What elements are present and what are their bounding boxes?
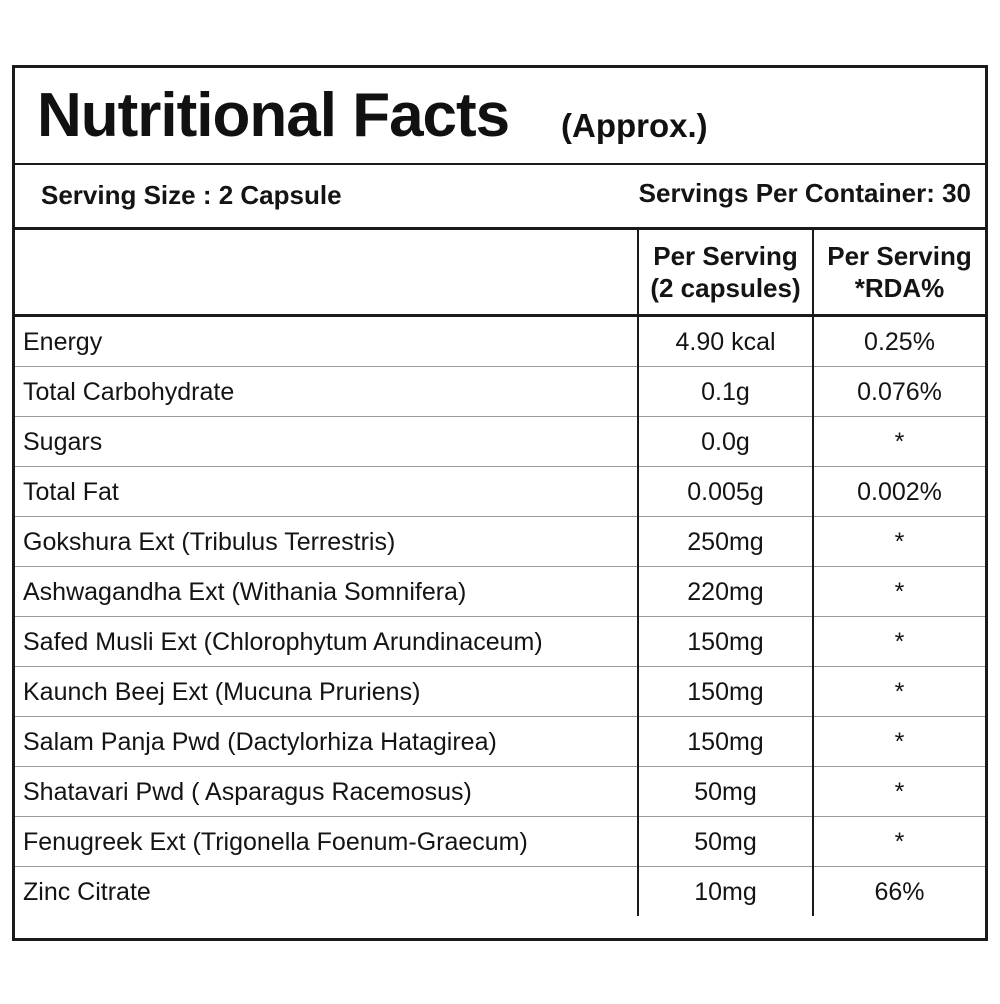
nutrient-name: Zinc Citrate bbox=[15, 866, 638, 916]
table-row: Safed Musli Ext (Chlorophytum Arundinace… bbox=[15, 616, 985, 667]
servings-per-container: Servings Per Container: 30 bbox=[638, 178, 971, 208]
nutrient-amount: 0.0g bbox=[637, 416, 813, 467]
header-amount-line2: (2 capsules) bbox=[650, 273, 801, 303]
nutrition-facts-panel: Nutritional Facts (Approx.) Serving Size… bbox=[12, 65, 988, 941]
nutrient-amount: 220mg bbox=[637, 566, 813, 617]
table-row: Kaunch Beej Ext (Mucuna Pruriens) 150mg … bbox=[15, 666, 985, 717]
nutrient-rda: 0.076% bbox=[812, 366, 985, 417]
nutrient-name: Energy bbox=[23, 327, 103, 356]
serving-info-row: Serving Size : 2 Capsule Servings Per Co… bbox=[15, 165, 985, 230]
table-row: Zinc Citrate 10mg 66% bbox=[15, 866, 985, 916]
nutrient-amount: 150mg bbox=[637, 666, 813, 717]
header-per-serving-amount: Per Serving (2 capsules) bbox=[637, 230, 813, 317]
table-row: Gokshura Ext (Tribulus Terrestris) 250mg… bbox=[15, 516, 985, 567]
nutrient-amount: 150mg bbox=[637, 616, 813, 667]
nutrient-rda: 0.002% bbox=[812, 466, 985, 517]
nutrient-amount: 50mg bbox=[637, 766, 813, 817]
table-row: Sugars 0.0g * bbox=[15, 416, 985, 467]
serving-size: Serving Size : 2 Capsule bbox=[41, 180, 342, 210]
nutrient-name: Fenugreek Ext (Trigonella Foenum-Graecum… bbox=[15, 816, 638, 867]
nutrient-name: Kaunch Beej Ext (Mucuna Pruriens) bbox=[15, 666, 638, 717]
table-row: Shatavari Pwd ( Asparagus Racemosus) 50m… bbox=[15, 766, 985, 817]
nutrient-rda: * bbox=[812, 716, 985, 767]
nutrient-name: Salam Panja Pwd (Dactylorhiza Hatagirea) bbox=[15, 716, 638, 767]
nutrient-name: Total Fat bbox=[15, 466, 638, 517]
nutrient-name: Total Carbohydrate bbox=[15, 366, 638, 417]
nutrient-name: Gokshura Ext (Tribulus Terrestris) bbox=[15, 516, 638, 567]
header-amount-line1: Per Serving bbox=[653, 241, 798, 271]
nutrient-name: Ashwagandha Ext (Withania Somnifera) bbox=[15, 566, 638, 617]
table-row: Salam Panja Pwd (Dactylorhiza Hatagirea)… bbox=[15, 716, 985, 767]
nutrient-amount: 50mg bbox=[637, 816, 813, 867]
nutrient-amount: 0.005g bbox=[637, 466, 813, 517]
nutrient-rda: * bbox=[812, 566, 985, 617]
nutrition-table: Per Serving (2 capsules) Per Serving *RD… bbox=[15, 230, 985, 916]
nutrient-rda: * bbox=[812, 616, 985, 667]
header-nutrient bbox=[15, 230, 638, 317]
nutrient-name: Shatavari Pwd ( Asparagus Racemosus) bbox=[15, 766, 638, 817]
nutrient-amount: 150mg bbox=[637, 716, 813, 767]
nutrient-rda: * bbox=[812, 816, 985, 867]
page-title: Nutritional Facts bbox=[37, 81, 510, 150]
table-row: Total Fat 0.005g 0.002% bbox=[15, 466, 985, 517]
nutrient-name: Safed Musli Ext (Chlorophytum Arundinace… bbox=[15, 616, 638, 667]
title-approx-note: (Approx.) bbox=[561, 107, 708, 144]
table-row: Energy 4.90 kcal 0.25% bbox=[15, 315, 985, 367]
nutrient-rda: 0.25% bbox=[812, 315, 985, 367]
header-rda-line1: Per Serving bbox=[827, 241, 972, 271]
title-row: Nutritional Facts (Approx.) bbox=[15, 68, 985, 165]
header-per-serving-rda: Per Serving *RDA% bbox=[812, 230, 985, 317]
nutrient-amount: 0.1g bbox=[637, 366, 813, 417]
table-row: Total Carbohydrate 0.1g 0.076% bbox=[15, 366, 985, 417]
nutrient-rda: * bbox=[812, 766, 985, 817]
nutrient-rda: * bbox=[812, 666, 985, 717]
nutrient-amount: 10mg bbox=[637, 866, 813, 916]
nutrient-rda: 66% bbox=[812, 866, 985, 916]
nutrient-amount: 4.90 kcal bbox=[637, 315, 813, 367]
nutrient-amount: 250mg bbox=[637, 516, 813, 567]
nutrient-name: Sugars bbox=[15, 416, 638, 467]
nutrient-rda: * bbox=[812, 516, 985, 567]
table-header-row: Per Serving (2 capsules) Per Serving *RD… bbox=[15, 230, 985, 317]
nutrient-rda: * bbox=[812, 416, 985, 467]
header-rda-line2: *RDA% bbox=[854, 273, 945, 303]
table-row: Fenugreek Ext (Trigonella Foenum-Graecum… bbox=[15, 816, 985, 867]
table-row: Ashwagandha Ext (Withania Somnifera) 220… bbox=[15, 566, 985, 617]
